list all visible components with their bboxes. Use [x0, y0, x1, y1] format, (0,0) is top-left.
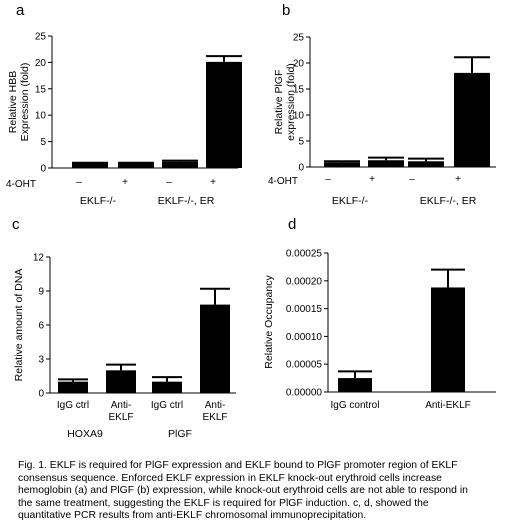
- y-tick-label: 10: [35, 111, 47, 122]
- treatment-symbol: –: [325, 174, 331, 185]
- bar: [338, 378, 372, 392]
- group-label: EKLF-/-, ER: [420, 195, 477, 207]
- caption-line: consensus sequence. Enforced EKLF expres…: [18, 472, 442, 484]
- y-tick-label: 0.00005: [286, 360, 323, 371]
- panel-letter-a: a: [16, 2, 25, 19]
- treatment-label: 4-OHT: [268, 176, 298, 187]
- y-axis-label: Relative Occupancy: [263, 275, 275, 369]
- panel-letter-d: d: [288, 216, 297, 233]
- panel-letter-c: c: [12, 216, 20, 233]
- y-axis-label-line: Relative HBB: [7, 71, 19, 133]
- y-tick-label: 0: [38, 389, 44, 400]
- group-label: EKLF-/-: [80, 195, 117, 207]
- y-tick-label: 15: [35, 84, 47, 95]
- y-tick-label: 0.00010: [286, 332, 323, 343]
- group-label: EKLF-/-, ER: [158, 195, 215, 207]
- category-label: IgG control: [331, 400, 380, 411]
- y-tick-label: 12: [33, 253, 45, 264]
- figure-caption: Fig. 1. EKLF is required for PlGF expres…: [18, 460, 510, 523]
- bar: [368, 160, 404, 167]
- category-label: Anti-: [111, 400, 132, 411]
- panel-a: a 0 5 10 15 20 25 Relative HBBExpression (fold…: [0, 0, 260, 212]
- treatment-symbol: +: [455, 174, 461, 185]
- category-label: Anti-EKLF: [425, 400, 471, 411]
- y-tick-label: 3: [38, 355, 44, 366]
- group-label: HOXA9: [67, 428, 103, 440]
- treatment-symbol: +: [210, 177, 216, 188]
- y-tick-label: 6: [38, 321, 44, 332]
- treatment-symbol: –: [166, 177, 172, 188]
- category-label: IgG ctrl: [151, 400, 183, 411]
- caption-line: hemoglobin (a) and PlGF (b) expression, …: [18, 485, 468, 497]
- y-tick-label: 15: [293, 85, 305, 96]
- category-label: Anti-: [205, 400, 226, 411]
- bar: [454, 72, 490, 167]
- y-tick-label: 0: [298, 163, 304, 174]
- bar: [431, 287, 465, 392]
- bar: [118, 163, 154, 168]
- y-tick-label: 0.00025: [286, 249, 323, 260]
- y-tick-label: 0.00020: [286, 276, 323, 287]
- y-axis-label-line: Expression (fold): [19, 63, 31, 142]
- bar: [106, 370, 136, 393]
- y-axis-label-line: Relative Occupancy: [263, 275, 275, 369]
- bar: [408, 161, 444, 167]
- treatment-symbol: –: [76, 177, 82, 188]
- y-tick-label: 20: [35, 58, 47, 69]
- bar: [162, 161, 198, 168]
- y-tick-label: 9: [38, 287, 44, 298]
- y-tick-label: 10: [293, 111, 305, 122]
- treatment-symbol: +: [369, 174, 375, 185]
- y-tick-label: 25: [293, 33, 305, 44]
- bar: [152, 381, 182, 393]
- bar: [206, 61, 242, 168]
- panel-b: b 0 5 10 15 20 25 Relative PlGFexpression (fol…: [260, 0, 520, 212]
- bar: [58, 381, 88, 393]
- bar: [324, 162, 360, 167]
- category-label: IgG ctrl: [57, 400, 89, 411]
- y-axis-label: Relative PlGFexpression (fold): [273, 63, 297, 141]
- group-label: PlGF: [168, 428, 192, 440]
- category-label: EKLF: [202, 412, 227, 423]
- panel-d: d 0.00000 0.00005 0.00010 0.00015 0.00020 0.0…: [260, 212, 520, 448]
- caption-line: Fig. 1. EKLF is required for PlGF expres…: [18, 460, 458, 471]
- y-tick-label: 0.00000: [286, 388, 323, 399]
- panel-letter-b: b: [282, 2, 291, 19]
- bar: [72, 163, 108, 168]
- y-axis-label: Relative amount of DNA: [13, 269, 25, 382]
- panel-c: c 0 3 6 9 12 Relative amount of DNA IgG ctrl An…: [0, 212, 260, 448]
- y-tick-label: 0.00015: [286, 304, 323, 315]
- y-tick-label: 5: [40, 137, 46, 148]
- treatment-label: 4-OHT: [6, 179, 36, 190]
- y-axis-label-line: Relative amount of DNA: [13, 269, 25, 382]
- y-tick-label: 25: [35, 32, 47, 43]
- treatment-symbol: –: [409, 174, 415, 185]
- caption-line: the same treatment, suggesting the EKLF …: [18, 497, 429, 509]
- y-tick-label: 0: [40, 164, 46, 175]
- bar: [200, 304, 230, 393]
- group-label: EKLF-/-: [332, 195, 369, 207]
- y-axis-label-line: Relative PlGF: [273, 70, 285, 135]
- chart-a: 0 5 10 15 20 25 Relative HBBExpression (fold) 4…: [6, 32, 242, 207]
- caption-line: quantitative PCR results from anti-EKLF …: [18, 510, 367, 522]
- y-tick-label: 5: [298, 137, 304, 148]
- chart-c: 0 3 6 9 12 Relative amount of DNA IgG ctrl Anti…: [13, 253, 236, 440]
- chart-b: 0 5 10 15 20 25 Relative PlGFexpression (fold)…: [268, 33, 496, 207]
- y-tick-label: 20: [293, 59, 305, 70]
- chart-d: 0.00000 0.00005 0.00010 0.00015 0.00020 0.000…: [263, 249, 496, 411]
- category-label: EKLF: [108, 412, 133, 423]
- y-axis-label: Relative HBBExpression (fold): [7, 63, 31, 142]
- treatment-symbol: +: [122, 177, 128, 188]
- y-axis-label-line: expression (fold): [285, 63, 297, 141]
